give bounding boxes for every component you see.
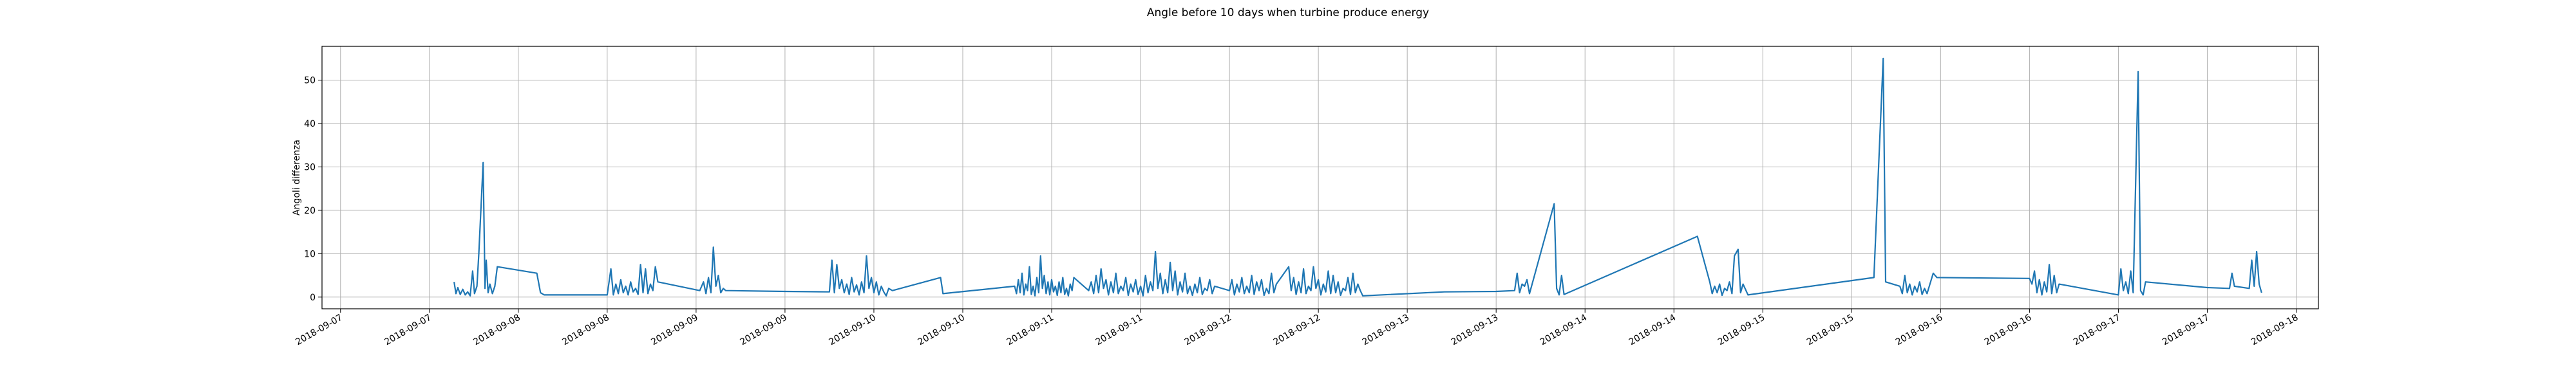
series-line — [453, 57, 2262, 297]
y-tick-label: 20 — [304, 206, 316, 216]
y-tick-label: 0 — [310, 293, 316, 303]
y-tick-label: 10 — [304, 249, 316, 259]
y-axis-label: Angoli differenza — [292, 140, 302, 216]
y-axis: 0 10 20 30 40 50 — [304, 76, 322, 303]
plot-frame — [321, 46, 2319, 309]
y-tick-label: 30 — [304, 162, 316, 172]
grid — [322, 46, 2318, 309]
y-tick-label: 40 — [304, 119, 316, 129]
series-layer — [453, 57, 2262, 297]
y-tick-label: 50 — [304, 76, 316, 86]
chart-title: Angle before 10 days when turbine produc… — [1147, 6, 1429, 19]
